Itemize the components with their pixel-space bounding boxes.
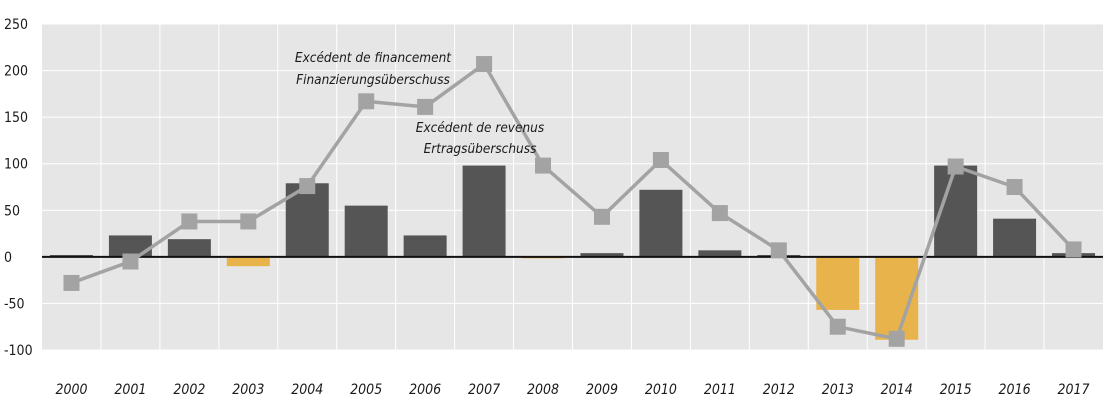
bar-2003 [226,256,270,267]
line-marker-2004 [299,178,316,195]
line-marker-2002 [181,213,198,230]
x-tick-label-2009: 2009 [586,382,618,398]
line-marker-2013 [829,318,846,335]
line-marker-2012 [770,242,787,259]
x-tick-label-2014: 2014 [881,382,913,398]
annotation-revenue-line2: Ertragsüberschuss [424,141,538,157]
y-tick-label: 200 [4,64,28,80]
y-tick-label: 250 [4,17,28,33]
line-marker-2000 [63,274,80,291]
x-tick-label-2007: 2007 [468,382,500,398]
bar-2001 [108,235,152,257]
bar-2016 [993,218,1037,257]
bar-2009 [580,253,624,257]
bar-2006 [403,235,447,257]
line-marker-2001 [122,253,139,270]
bar-2005 [344,205,388,257]
line-marker-2015 [947,158,964,175]
y-axis-ticks: 250 200 150 100 50 0 -50 -100 [4,17,33,359]
y-tick-label: -100 [4,343,33,359]
bar-2013 [816,256,860,310]
line-marker-2016 [1006,179,1023,195]
x-tick-label-2006: 2006 [409,382,441,398]
x-tick-label-2015: 2015 [940,382,972,398]
line-marker-2014 [888,330,905,347]
x-tick-label-2008: 2008 [527,382,559,398]
bar-2007 [462,165,506,257]
annotation-financing-line2: Finanzierungsüberschuss [296,72,450,88]
line-marker-2010 [652,151,669,168]
line-series [63,56,1082,347]
x-tick-label-2003: 2003 [232,382,264,398]
bar-2010 [639,189,683,257]
line-marker-2008 [535,157,552,174]
line-path [70,62,1075,341]
bar-2002 [167,239,211,257]
x-tick-label-2013: 2013 [822,382,854,398]
x-tick-label-2004: 2004 [291,382,323,398]
x-tick-label-2001: 2001 [114,382,146,398]
line-marker-2009 [593,208,610,225]
bar-2011 [698,250,742,257]
x-tick-label-2012: 2012 [763,382,795,398]
x-tick-label-2005: 2005 [350,382,382,398]
line-marker-2011 [711,205,728,222]
x-tick-label-2000: 2000 [55,382,87,398]
annotation-financing-line1: Excédent de financement [295,50,452,66]
x-tick-label-2010: 2010 [645,382,677,398]
x-tick-label-2017: 2017 [1058,382,1090,398]
annotation-revenue-line1: Excédent de revenus [416,120,545,136]
line-marker-2005 [358,93,375,110]
x-tick-label-2016: 2016 [999,382,1031,398]
x-tick-label-2011: 2011 [704,382,736,398]
y-tick-label: 0 [4,250,12,266]
y-tick-label: 100 [4,157,28,173]
line-marker-2006 [417,98,434,115]
line-marker-2003 [240,213,257,230]
y-tick-label: -50 [4,296,25,312]
x-axis-ticks: 2000 2001 2002 2003 2004 2005 2006 2007 2008 2009… [55,382,1089,398]
line-marker-2017 [1065,241,1082,258]
y-tick-label: 50 [4,203,20,219]
bars [49,165,1096,340]
x-tick-label-2002: 2002 [173,382,205,398]
gridlines [42,23,1103,351]
line-marker-2007 [476,56,493,73]
y-tick-label: 150 [4,110,28,126]
